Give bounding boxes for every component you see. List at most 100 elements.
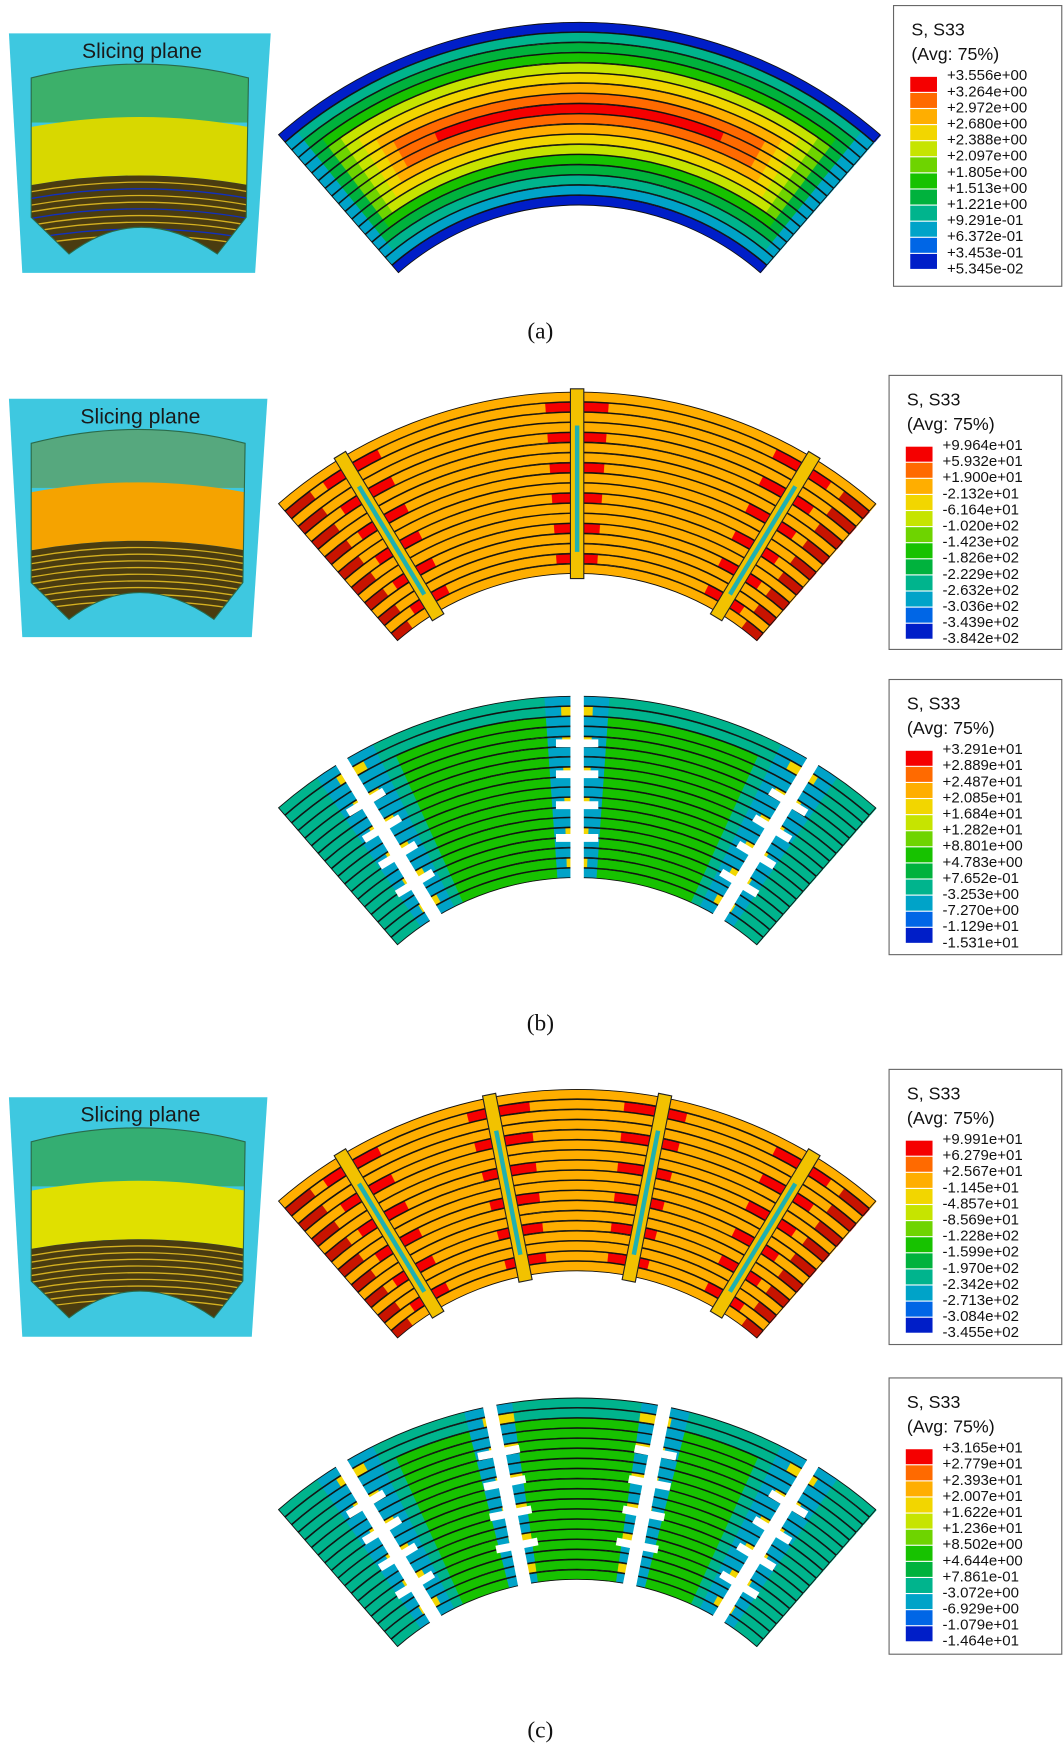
contour-cell bbox=[598, 849, 610, 859]
contour-cell bbox=[592, 717, 609, 727]
legend-level: +3.556e+00 bbox=[947, 67, 1027, 84]
contour-cell bbox=[557, 1262, 568, 1272]
contour-cell bbox=[541, 125, 555, 136]
contour-cell bbox=[567, 134, 580, 144]
contour-cell bbox=[579, 43, 596, 53]
contour-cell bbox=[587, 1560, 598, 1570]
contour-cell bbox=[587, 868, 598, 878]
contour-cell bbox=[554, 1221, 567, 1231]
contour-cell bbox=[563, 1160, 578, 1170]
contour-cell bbox=[563, 1140, 578, 1150]
contour-cell bbox=[593, 84, 608, 94]
contour-cell bbox=[546, 859, 558, 869]
contour-cell bbox=[601, 166, 614, 177]
contour-cell bbox=[592, 433, 608, 443]
contour-cell bbox=[538, 1181, 552, 1192]
contour-cell bbox=[577, 1140, 592, 1150]
contour-cell bbox=[591, 757, 606, 767]
contour-cell bbox=[577, 1201, 590, 1211]
contour-cell bbox=[599, 839, 611, 849]
contour-cell bbox=[577, 1130, 593, 1140]
contour-cell bbox=[563, 1459, 578, 1469]
legend-level: -1.079e+01 bbox=[943, 1617, 1019, 1634]
contour-cell bbox=[537, 1571, 549, 1582]
contour-cell bbox=[588, 1221, 601, 1231]
contour-cell bbox=[551, 84, 566, 94]
contour-plot bbox=[279, 389, 877, 641]
contour-cell bbox=[603, 135, 617, 146]
gap-notch bbox=[556, 801, 598, 809]
legend-swatch bbox=[906, 592, 933, 607]
contour-cell bbox=[550, 473, 564, 483]
contour-cell bbox=[565, 83, 580, 93]
legend-level: -1.228e+02 bbox=[943, 1228, 1019, 1245]
contour-cell bbox=[600, 1530, 613, 1540]
contour-cell bbox=[577, 1560, 588, 1570]
legend-swatch bbox=[906, 1221, 933, 1236]
contour-cell bbox=[579, 22, 596, 32]
contour-cell bbox=[568, 165, 580, 175]
contour-cell bbox=[562, 1428, 578, 1438]
contour-cell bbox=[548, 747, 564, 757]
contour-cell bbox=[545, 1100, 562, 1110]
contour-cell bbox=[590, 777, 604, 787]
legend-swatch bbox=[906, 1546, 933, 1561]
contour-cell bbox=[591, 1160, 606, 1170]
contour-cell bbox=[587, 554, 598, 564]
contour-cell bbox=[554, 1530, 567, 1540]
contour-cell bbox=[547, 1130, 563, 1140]
contour-cell bbox=[549, 63, 565, 73]
contour-cell bbox=[550, 1171, 564, 1181]
contour-plot bbox=[279, 1396, 877, 1646]
contour-cell bbox=[577, 1529, 589, 1539]
contour-cell bbox=[600, 514, 613, 525]
contour-cell bbox=[589, 818, 602, 828]
legend-level: -7.270e+00 bbox=[943, 902, 1019, 919]
contour-cell bbox=[566, 1231, 578, 1241]
contour-cell bbox=[549, 53, 565, 63]
legend-level: +3.165e+01 bbox=[943, 1440, 1023, 1457]
contour-cell bbox=[549, 757, 564, 767]
contour-cell bbox=[564, 1499, 577, 1509]
contour-cell bbox=[579, 195, 590, 205]
contour-cell bbox=[587, 1262, 598, 1272]
contour-cell bbox=[566, 1550, 577, 1560]
contour-cell bbox=[566, 1540, 578, 1550]
contour-cell bbox=[605, 1151, 621, 1162]
contour-cell bbox=[552, 1191, 566, 1201]
legend-swatch bbox=[906, 1578, 933, 1593]
contour-cell bbox=[567, 1570, 578, 1580]
legend-swatch bbox=[906, 608, 933, 623]
contour-cell bbox=[562, 1438, 578, 1448]
legend-level: +2.779e+01 bbox=[943, 1456, 1023, 1473]
contour-cell bbox=[563, 1469, 578, 1479]
contour-cell bbox=[564, 53, 580, 63]
contour-cell bbox=[597, 555, 609, 565]
contour-cell bbox=[563, 32, 580, 42]
legend-swatch bbox=[910, 238, 937, 253]
contour-cell bbox=[557, 868, 568, 878]
contour-cell bbox=[588, 1231, 600, 1241]
legend-swatch bbox=[906, 543, 933, 558]
contour-cell bbox=[601, 1510, 615, 1521]
legend-level: -1.826e+02 bbox=[943, 550, 1019, 567]
contour-cell bbox=[553, 818, 566, 828]
contour-cell bbox=[538, 788, 552, 799]
contour-cell bbox=[565, 1519, 578, 1529]
legend-level: -1.464e+01 bbox=[943, 1633, 1019, 1650]
legend-level: -3.036e+02 bbox=[943, 598, 1019, 615]
contour-cell bbox=[592, 1429, 608, 1439]
legend-level: +2.680e+00 bbox=[947, 115, 1027, 132]
contour-cell bbox=[590, 165, 602, 175]
contour-cell bbox=[555, 135, 568, 145]
contour-cell bbox=[577, 1469, 592, 1479]
contour-cell bbox=[602, 1500, 616, 1511]
legend-level: +9.991e+01 bbox=[943, 1131, 1023, 1148]
contour-cell bbox=[536, 768, 551, 779]
legend-swatch bbox=[906, 1465, 933, 1480]
contour-cell bbox=[540, 1510, 554, 1521]
legend-level: +9.291e-01 bbox=[947, 212, 1023, 229]
contour-cell bbox=[556, 1251, 567, 1261]
contour-cell bbox=[599, 1540, 611, 1550]
contour-cell bbox=[552, 94, 567, 104]
